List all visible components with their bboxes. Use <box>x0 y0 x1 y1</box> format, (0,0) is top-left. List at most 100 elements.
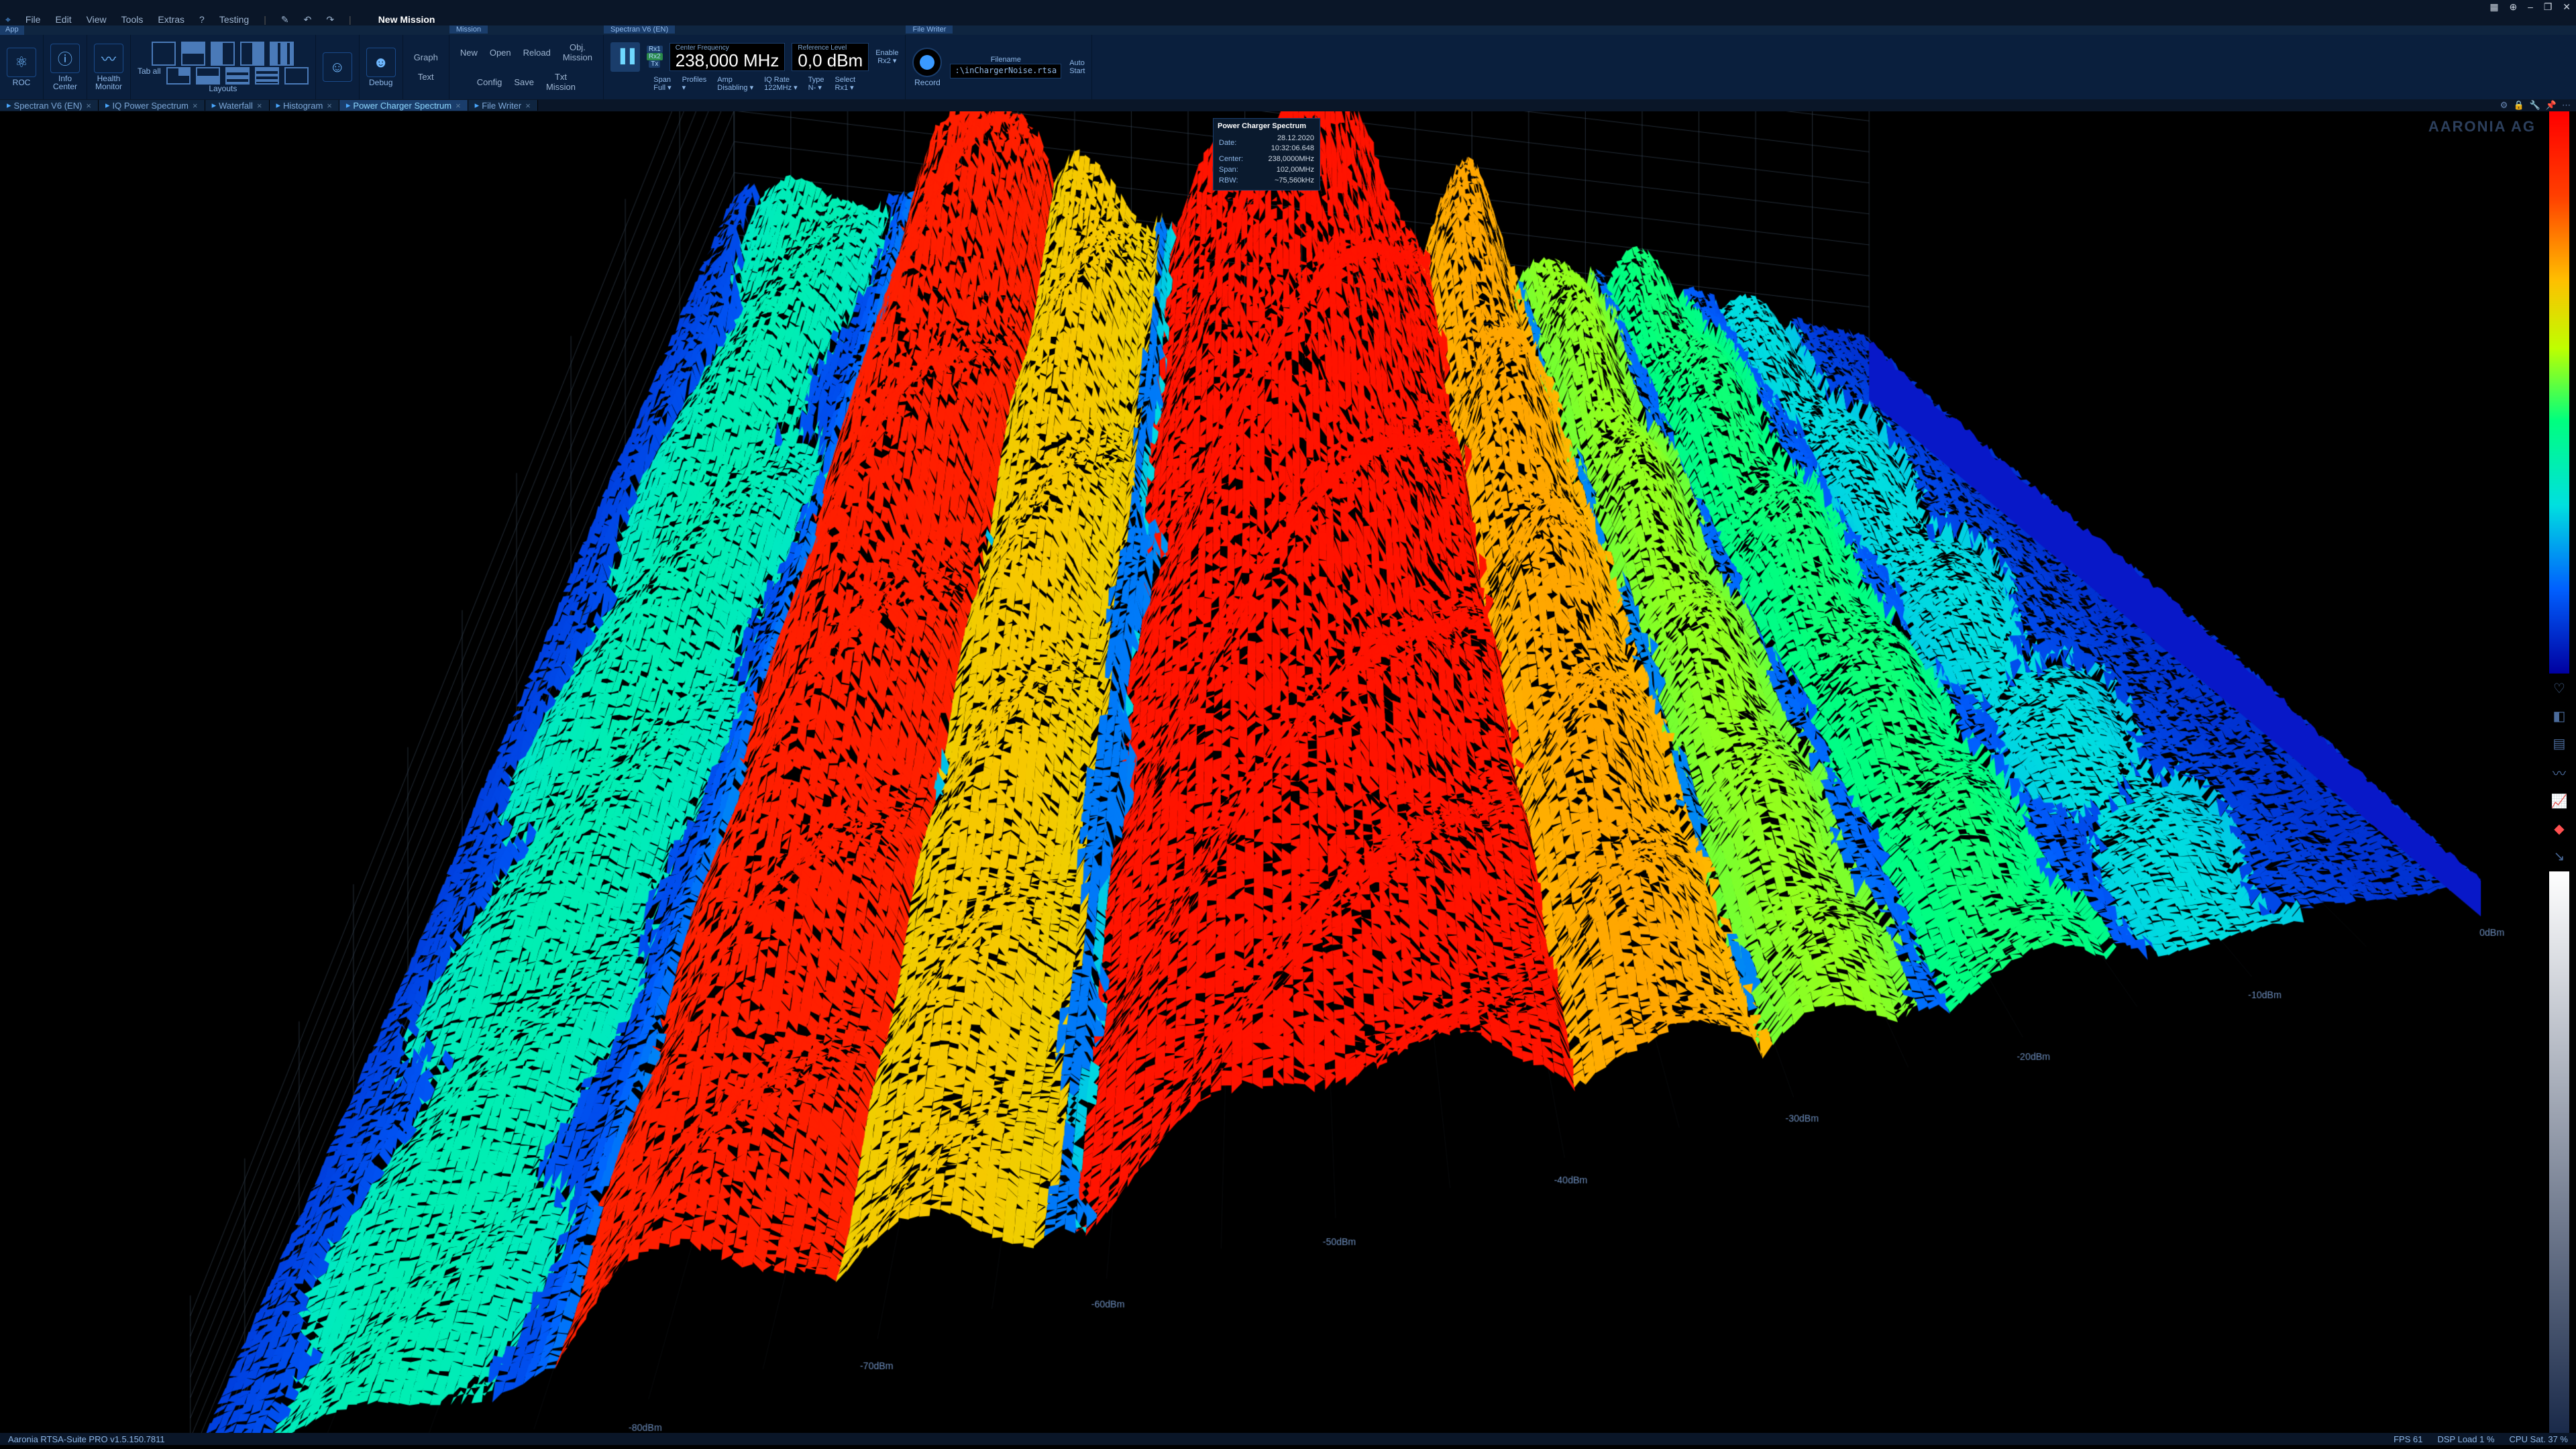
record-button[interactable]: Record <box>912 48 942 87</box>
txt-mission-button[interactable]: Txt Mission <box>542 70 580 93</box>
app-tab-row: App <box>0 25 2576 35</box>
cpu-label: CPU Sat. <box>2510 1434 2546 1444</box>
doc-tab[interactable]: ▸Waterfall× <box>205 100 270 111</box>
window-titlebar: ▦ ⊕ – ❐ ✕ <box>0 0 2576 13</box>
colorbar-lower[interactable] <box>2549 871 2569 1434</box>
profiles-dropdown[interactable]: Profiles ▾ <box>682 76 707 92</box>
aaronia-logo-icon: ⌖ <box>5 14 11 25</box>
menu-file[interactable]: File <box>25 14 41 25</box>
face-icon: ☻ <box>366 48 396 77</box>
rx-tx-selector[interactable]: Rx1 Rx2 Tx <box>647 46 663 68</box>
doc-tab[interactable]: ▸Histogram× <box>270 100 339 111</box>
brand-logo: AARONIA AG <box>2428 118 2536 136</box>
layout-4[interactable] <box>240 42 264 66</box>
ribbon: ⚛ROC ⓘInfo Center 〰Health Monitor Tab al… <box>0 35 2576 99</box>
tab-tool-pin-icon[interactable]: 📌 <box>2546 100 2557 111</box>
doc-tab[interactable]: ▸Spectran V6 (EN)× <box>0 100 99 111</box>
menu-help[interactable]: ? <box>199 14 205 25</box>
save-button[interactable]: Save <box>510 76 538 89</box>
filewriter-section-tab: File Writer <box>906 25 953 34</box>
menu-testing[interactable]: Testing <box>219 14 249 25</box>
layout-2[interactable] <box>181 42 205 66</box>
taball-label[interactable]: Tab all <box>138 67 161 85</box>
enable-selector[interactable]: Enable Rx2 ▾ <box>875 49 898 65</box>
menu-tools[interactable]: Tools <box>121 14 144 25</box>
tab-tool-more-icon[interactable]: ⋯ <box>2562 100 2571 111</box>
reload-button[interactable]: Reload <box>519 46 555 59</box>
heart-icon[interactable]: ♡ <box>2553 680 2565 697</box>
statusbar: Aaronia RTSA-Suite PRO v1.5.150.7811 FPS… <box>0 1433 2576 1445</box>
fps-value: 61 <box>2413 1434 2422 1444</box>
layout-9[interactable] <box>255 67 279 85</box>
redo-icon[interactable]: ↷ <box>326 14 334 25</box>
app-tab[interactable]: App <box>0 25 24 35</box>
health-icon: 〰 <box>94 44 123 73</box>
info-icon: ⓘ <box>50 44 80 73</box>
menu-extras[interactable]: Extras <box>158 14 184 25</box>
target-icon[interactable]: ⊕ <box>2510 1 2518 12</box>
settings-icon[interactable]: ▦ <box>2489 1 2498 12</box>
type-dropdown[interactable]: Type N- ▾ <box>808 76 824 92</box>
layout-5[interactable] <box>270 42 294 66</box>
tab-tool-gear-icon[interactable]: ⚙ <box>2500 100 2508 111</box>
fps-label: FPS <box>2394 1434 2410 1444</box>
menubar: ⌖ File Edit View Tools Extras ? Testing … <box>0 13 2576 25</box>
spectran-section-tab: Spectran V6 (EN) <box>604 25 675 34</box>
layout-8[interactable] <box>225 67 250 85</box>
roc-button[interactable]: ⚛ROC <box>7 48 36 87</box>
close-button[interactable]: ✕ <box>2563 1 2571 12</box>
tab-tool-lock-icon[interactable]: 🔒 <box>2513 100 2524 111</box>
ref-level-display[interactable]: Reference Level 0,0 dBm <box>792 43 869 71</box>
undo-icon[interactable]: ↶ <box>304 14 312 25</box>
menu-view[interactable]: View <box>87 14 107 25</box>
autostart-button[interactable]: Auto Start <box>1069 59 1085 75</box>
filename-input[interactable]: :\inChargerNoise.rtsa <box>950 64 1061 78</box>
new-mission-button[interactable]: New Mission <box>378 14 435 25</box>
iqrate-dropdown[interactable]: IQ Rate 122MHz ▾ <box>764 76 798 92</box>
open-button[interactable]: Open <box>486 46 515 59</box>
obj-mission-button[interactable]: Obj. Mission <box>559 41 596 64</box>
chart-icon[interactable]: 📈 <box>2551 793 2568 810</box>
text-button[interactable]: Text <box>414 70 438 83</box>
maximize-button[interactable]: ❐ <box>2544 1 2553 12</box>
spectrum-info-box: Power Charger Spectrum Date:28.12.2020 1… <box>1213 118 1320 191</box>
span-dropdown[interactable]: Span Full ▾ <box>653 76 671 92</box>
doc-tab[interactable]: ▸Power Charger Spectrum× <box>339 100 468 111</box>
debug-button[interactable]: ☻Debug <box>366 48 396 87</box>
doc-tab[interactable]: ▸IQ Power Spectrum× <box>99 100 205 111</box>
health-monitor-button[interactable]: 〰Health Monitor <box>94 44 123 91</box>
layout-3[interactable] <box>211 42 235 66</box>
arrow-icon[interactable]: ↘ <box>2554 848 2565 865</box>
layout-10[interactable] <box>284 67 309 85</box>
play-pause-button[interactable]: ▐▐ <box>610 42 640 72</box>
graph-button[interactable]: Graph <box>410 51 442 64</box>
tab-tool-wrench-icon[interactable]: 🔧 <box>2530 100 2540 111</box>
new-button[interactable]: New <box>456 46 482 59</box>
window-controls: ▦ ⊕ – ❐ ✕ <box>2481 1 2571 13</box>
menu-edit[interactable]: Edit <box>55 14 71 25</box>
layout-7[interactable] <box>196 67 220 85</box>
select-dropdown[interactable]: Select Rx1 ▾ <box>835 76 856 92</box>
face1-button[interactable]: ☺ <box>323 52 352 82</box>
layout-1[interactable] <box>152 42 176 66</box>
smile-icon: ☺ <box>323 52 352 82</box>
spectrum-3d-canvas[interactable] <box>0 111 2576 1433</box>
spectrum-3d-viewport[interactable]: Power Charger Spectrum Date:28.12.2020 1… <box>0 111 2576 1433</box>
info-center-button[interactable]: ⓘInfo Center <box>50 44 80 91</box>
dsp-label: DSP Load <box>2437 1434 2477 1444</box>
cube-icon[interactable]: ◧ <box>2553 708 2566 724</box>
layers-icon[interactable]: ▤ <box>2553 735 2566 752</box>
status-version: Aaronia RTSA-Suite PRO v1.5.150.7811 <box>8 1434 165 1444</box>
pencil-icon[interactable]: ✎ <box>281 14 289 25</box>
wave-icon[interactable]: 〰 <box>2553 763 2566 782</box>
config-button[interactable]: Config <box>473 76 506 89</box>
center-freq-display[interactable]: Center Frequency 238,000 MHz <box>669 43 786 71</box>
layouts-label: Layouts <box>209 85 237 93</box>
amp-dropdown[interactable]: Amp Disabling ▾ <box>717 76 753 92</box>
minimize-button[interactable]: – <box>2528 1 2533 12</box>
colorbar-upper[interactable] <box>2549 111 2569 674</box>
marker-icon[interactable]: ◆ <box>2554 820 2564 837</box>
document-tabs: ▸Spectran V6 (EN)×▸IQ Power Spectrum×▸Wa… <box>0 99 2576 111</box>
doc-tab[interactable]: ▸File Writer× <box>468 100 538 111</box>
layout-6[interactable] <box>166 67 191 85</box>
